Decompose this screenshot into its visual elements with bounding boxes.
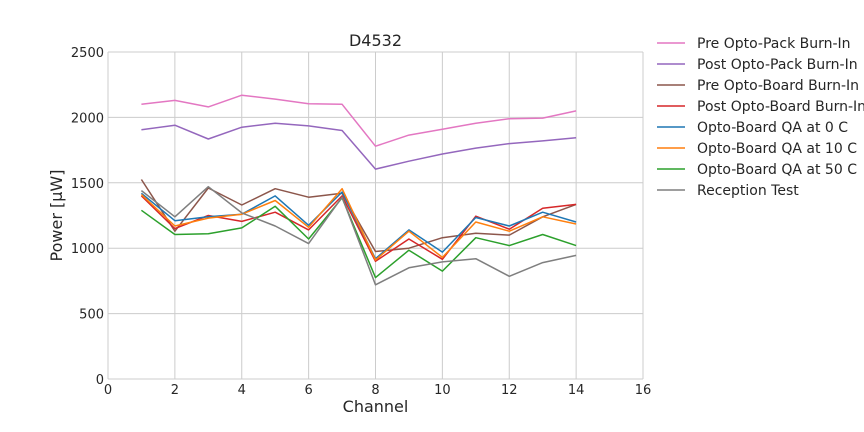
x-tick-label: 2 — [171, 383, 179, 398]
y-tick-label: 2500 — [71, 46, 104, 61]
series-lines — [140, 94, 577, 286]
legend-label: Pre Opto-Pack Burn-In — [697, 36, 851, 52]
x-tick-label: 6 — [304, 383, 312, 398]
chart-title: D4532 — [349, 31, 402, 50]
x-tick-label: 0 — [104, 383, 112, 398]
x-tick-label: 8 — [371, 383, 379, 398]
y-tick-label: 500 — [79, 308, 104, 323]
x-tick-label: 14 — [568, 383, 585, 398]
x-tick-label: 12 — [501, 383, 518, 398]
y-tick-label: 1000 — [71, 242, 104, 257]
y-axis-label: Power [µW] — [47, 170, 66, 262]
legend-label: Opto-Board QA at 50 C — [697, 162, 857, 178]
x-tick-label: 16 — [635, 383, 652, 398]
y-tick-label: 1500 — [71, 177, 104, 192]
legend-label: Pre Opto-Board Burn-In — [697, 78, 859, 94]
series-line-8 — [140, 185, 577, 286]
grid-lines — [107, 51, 644, 380]
legend-label: Post Opto-Board Burn-In — [697, 99, 864, 115]
tick-labels: 0 2 4 6 8 10 12 14 16 0 500 1000 1500 2000 2500 — [71, 46, 651, 398]
x-axis-label: Channel — [343, 397, 409, 416]
series-line-7 — [140, 197, 577, 279]
series-line-2 — [141, 122, 577, 170]
x-tick-label: 4 — [238, 383, 246, 398]
legend-label: Reception Test — [697, 183, 799, 199]
legend-label: Post Opto-Pack Burn-In — [697, 57, 858, 73]
legend: Pre Opto-Pack Burn-In Post Opto-Pack Burn… — [657, 36, 864, 199]
legend-label: Opto-Board QA at 10 C — [697, 141, 857, 157]
x-tick-label: 10 — [434, 383, 451, 398]
legend-label: Opto-Board QA at 0 C — [697, 120, 848, 136]
series-line-6 — [140, 187, 577, 261]
series-line-1 — [141, 94, 577, 147]
y-tick-label: 2000 — [71, 111, 104, 126]
y-tick-label: 0 — [96, 373, 104, 388]
